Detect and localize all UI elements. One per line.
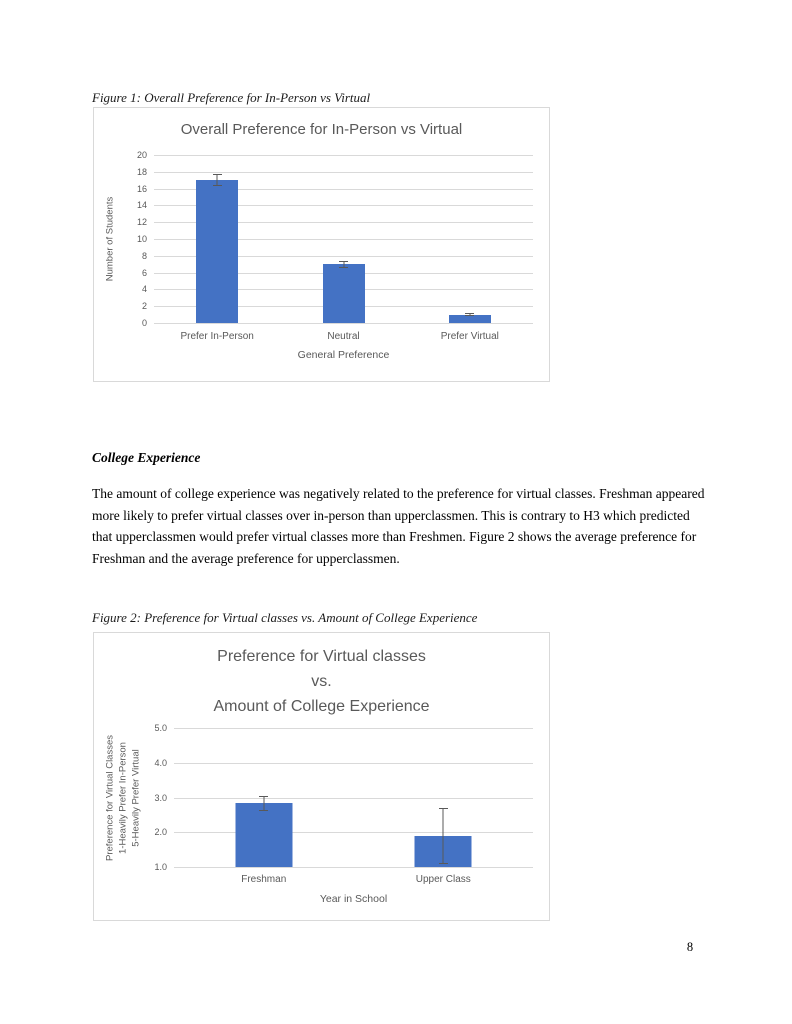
gridline bbox=[174, 762, 533, 764]
figure1-bar-chart: Overall Preference for In-Person vs Virt… bbox=[93, 107, 550, 382]
x-category-label-neutral: Neutral bbox=[327, 331, 360, 342]
gridline bbox=[174, 867, 533, 868]
error-bar-prefer-virtual bbox=[469, 312, 471, 317]
axis-spacer bbox=[100, 342, 154, 361]
y-tick-label: 1.0 bbox=[154, 862, 167, 872]
gridline bbox=[154, 205, 533, 207]
chart1-x-axis-title: General Preference bbox=[297, 349, 390, 361]
figure2-caption: Figure 2: Preference for Virtual classes… bbox=[92, 610, 478, 625]
gridline bbox=[174, 797, 533, 799]
bar-freshman bbox=[235, 803, 293, 867]
y-tick-label: 6 bbox=[141, 267, 147, 278]
page-number: 8 bbox=[686, 940, 694, 954]
y-tick-label: 3.0 bbox=[154, 792, 167, 803]
chart1-title: Overall Preference for In-Person vs Virt… bbox=[180, 121, 463, 138]
x-category-label-upper-class: Upper Class bbox=[415, 874, 471, 885]
gridline bbox=[154, 155, 533, 156]
gridline bbox=[174, 728, 533, 729]
plot-area bbox=[174, 728, 533, 868]
y-tick-label: 4.0 bbox=[154, 757, 167, 768]
y-tick-label: 16 bbox=[136, 183, 147, 194]
x-category-label-prefer-virtual: Prefer Virtual bbox=[440, 331, 499, 342]
gridline bbox=[154, 239, 533, 240]
figure1-caption: Figure 1: Overall Preference for In-Pers… bbox=[92, 90, 371, 105]
y-tick-label: 5.0 bbox=[154, 723, 167, 733]
x-category-labels: Freshman Upper Class bbox=[174, 874, 533, 885]
chart1-y-axis-title: Number of Students bbox=[104, 196, 116, 282]
chart2-title: Preference for Virtual classes vs. Amoun… bbox=[213, 648, 430, 715]
x-category-label-freshman: Freshman bbox=[241, 874, 287, 885]
bar-neutral bbox=[322, 264, 365, 323]
error-bar-neutral bbox=[343, 260, 344, 268]
chart2-y-axis-title: Preference for Virtual Classes 1-Heavily… bbox=[104, 734, 142, 861]
chart2-y-axis-title-column: Preference for Virtual Classes 1-Heavily… bbox=[100, 728, 146, 867]
gridline bbox=[154, 255, 533, 257]
y-tick-label: 14 bbox=[136, 200, 147, 211]
plot-area bbox=[154, 155, 533, 324]
y-tick-label: 10 bbox=[136, 234, 147, 244]
y-tick-label: 12 bbox=[136, 217, 147, 228]
y-tick-label: 8 bbox=[141, 250, 147, 261]
y-tick-label: 0 bbox=[141, 318, 147, 328]
y-tick-label: 20 bbox=[136, 150, 147, 160]
error-bar-upper-class bbox=[442, 807, 444, 864]
bar-prefer-in-person bbox=[196, 180, 239, 323]
y-tick-label: 4 bbox=[141, 284, 147, 295]
x-category-label-prefer-in-person: Prefer In-Person bbox=[180, 331, 254, 342]
chart1-y-axis-title-column: Number of Students bbox=[100, 155, 120, 323]
bar-prefer-virtual bbox=[448, 314, 491, 323]
x-category-labels: Prefer In-Person Neutral Prefer Virtual bbox=[154, 331, 533, 342]
gridline bbox=[154, 323, 533, 324]
axis-spacer bbox=[100, 885, 174, 905]
error-bar-freshman bbox=[263, 795, 265, 812]
y-tick-label: 2.0 bbox=[154, 827, 167, 838]
section-heading: College Experience bbox=[92, 450, 201, 465]
chart2-x-axis-title: Year in School bbox=[319, 893, 388, 905]
gridline bbox=[154, 188, 533, 190]
y-tick-label: 2 bbox=[141, 301, 147, 312]
error-bar-prefer-in-person bbox=[216, 174, 218, 187]
body-paragraph: The amount of college experience was neg… bbox=[92, 486, 705, 566]
y-tick-labels: 0 2 4 6 8 10 12 14 16 18 20 bbox=[120, 150, 154, 328]
y-tick-label: 18 bbox=[136, 166, 147, 177]
gridline bbox=[174, 832, 533, 834]
gridline bbox=[154, 171, 533, 173]
figure2-bar-chart: Preference for Virtual classes vs. Amoun… bbox=[93, 632, 550, 921]
y-tick-labels: 1.0 2.0 3.0 4.0 5.0 bbox=[146, 723, 174, 872]
gridline bbox=[154, 222, 533, 224]
